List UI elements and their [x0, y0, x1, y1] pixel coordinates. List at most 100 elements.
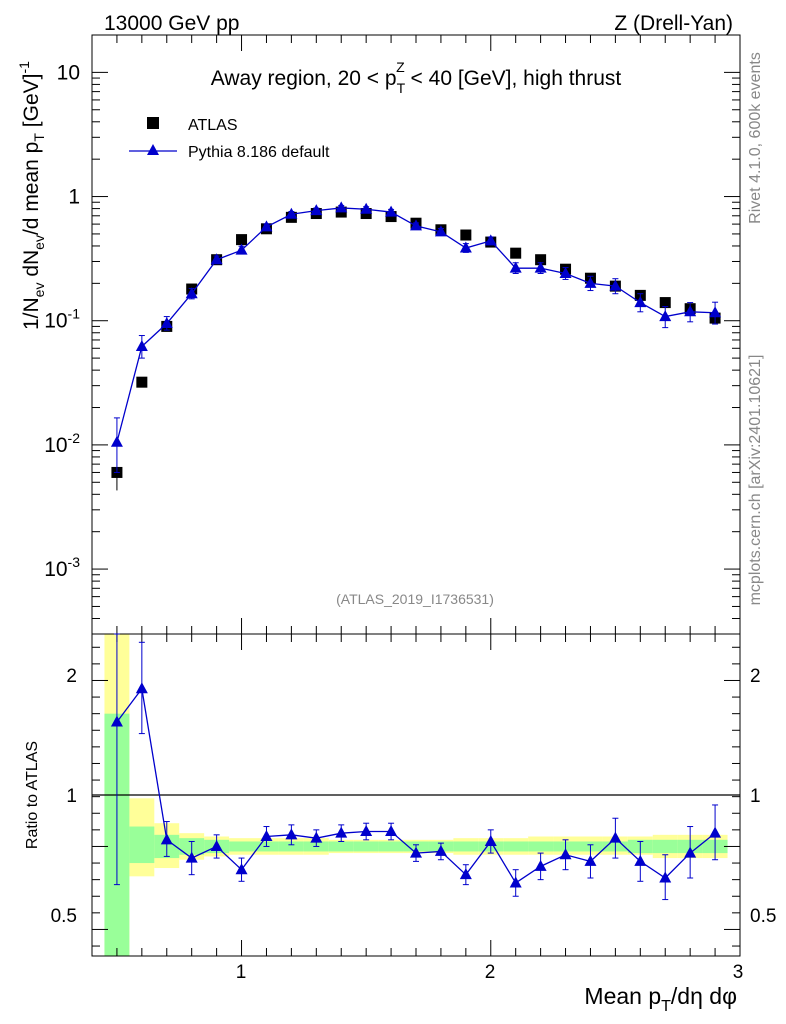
main-ytick-label: 10-1 [44, 306, 80, 333]
header-process: Z (Drell-Yan) [614, 12, 733, 35]
main-title: Away region, 20 < pTZ < 40 [GeV], high t… [211, 59, 622, 96]
atlas-point [535, 254, 547, 266]
pythia-point [484, 234, 497, 246]
atlas-point [659, 297, 671, 309]
x-axis-label: Mean pT/dη dφ [584, 983, 737, 1015]
pythia-point [360, 202, 373, 214]
ratio-ytick-label-right-0.5: 0.5 [750, 906, 776, 927]
ratio-point [260, 829, 273, 841]
ratio-band-green [528, 841, 554, 852]
ratio-point [285, 828, 298, 840]
pythia-point [135, 340, 148, 352]
ratio-point [634, 854, 647, 866]
main-data [110, 201, 722, 491]
pythia-point [160, 316, 173, 328]
pythia-point [235, 243, 248, 255]
pythia-point [310, 204, 323, 216]
legend-atlas-marker [147, 117, 159, 129]
ratio-band-green [353, 841, 379, 852]
ratio-ytick-label-right-1: 1 [750, 786, 761, 807]
ratio-ytick-label-0.5: 0.5 [51, 906, 77, 927]
main-ytick-label: 10-3 [44, 554, 80, 581]
ratio-point [609, 831, 622, 843]
pythia-point [509, 261, 522, 273]
ratio-band-green [328, 841, 354, 852]
ratio-band-green [129, 826, 155, 864]
ratio-point [484, 834, 497, 846]
pythia-line [116, 207, 716, 443]
pythia-point [709, 306, 722, 318]
ratio-band-green [229, 841, 254, 852]
analysis-watermark: (ATLAS_2019_I1736531) [336, 591, 494, 607]
pythia-point [459, 241, 472, 253]
legend: ATLAS Pythia 8.186 default [129, 117, 330, 161]
atlas-point [236, 234, 248, 246]
pythia-point [659, 310, 672, 322]
main-ytick-label: 10 [57, 61, 80, 84]
ratio-point [210, 839, 223, 851]
pythia-point [634, 296, 647, 308]
pythia-point [260, 220, 273, 232]
rivet-label: Rivet 4.1.0, 600k events [747, 52, 764, 224]
pythia-point [185, 287, 198, 299]
xtick-label-3: 3 [733, 962, 744, 983]
ratio-ytick-label-2: 2 [66, 666, 77, 687]
main-ylabel: 1/Nev dNev/d mean pT [GeV]-1 [16, 61, 47, 330]
ratio-point [659, 871, 672, 883]
main-ytick-label: 10-2 [44, 430, 80, 457]
pythia-point [110, 435, 123, 447]
header-energy: 13000 GeV pp [104, 12, 239, 35]
ratio-band-green [378, 841, 404, 852]
main-ytick-label: 1 [68, 186, 80, 209]
ratio-point [709, 826, 722, 838]
pythia-point [584, 276, 597, 288]
pythia-point [609, 279, 622, 291]
pythia-point [559, 267, 572, 279]
atlas-point [510, 247, 522, 259]
ratio-point [235, 863, 248, 875]
main-panel: 10-3 10-2 10-1 1 10 Away region, 20 < pTZ < … [16, 34, 741, 635]
mcplots-label: mcplots.cern.ch [arXiv:2401.10621] [747, 355, 764, 606]
pythia-point [335, 201, 348, 213]
pythia-point [534, 261, 547, 273]
ratio-point [335, 826, 348, 838]
xtick-label-2: 2 [485, 962, 496, 983]
legend-atlas-label: ATLAS [188, 117, 238, 134]
ratio-point [534, 859, 547, 871]
ratio-point [160, 833, 173, 845]
atlas-point [460, 229, 472, 241]
ratio-band-green [278, 841, 304, 852]
pythia-point [410, 219, 422, 231]
legend-pythia-label: Pythia 8.186 default [188, 144, 330, 161]
ratio-point [559, 848, 572, 860]
ratio-point [310, 831, 323, 843]
ratio-point [385, 825, 398, 837]
ratio-point [584, 854, 597, 866]
ratio-band-green [652, 839, 678, 854]
pythia-point [385, 205, 398, 217]
main-ytick-labels: 10-3 10-2 10-1 1 10 [44, 61, 80, 581]
ratio-ylabel: Ratio to ATLAS [24, 741, 41, 849]
xtick-label-1: 1 [236, 962, 247, 983]
main-ticks [91, 34, 741, 635]
pythia-point [684, 305, 697, 317]
ratio-band-green [453, 841, 479, 852]
ratio-point [410, 846, 422, 858]
pythia-point [434, 225, 447, 237]
ratio-point [135, 682, 148, 694]
ratio-point [185, 851, 198, 863]
ratio-panel: 0.5 1 2 0.5 1 2 1 2 3 Ratio to ATLAS Mea… [24, 633, 776, 1015]
ratio-ytick-label-1: 1 [66, 786, 77, 807]
ratio-point [684, 846, 697, 858]
ratio-ytick-label-right-2: 2 [750, 666, 761, 687]
ratio-band-green [503, 841, 529, 852]
atlas-point [136, 376, 148, 388]
pythia-point [210, 253, 223, 265]
pythia-point [285, 207, 298, 219]
ratio-point [360, 825, 373, 837]
ratio-point [434, 844, 447, 856]
ratio-point [509, 876, 522, 888]
ratio-point [110, 715, 123, 727]
ratio-data [110, 633, 722, 901]
